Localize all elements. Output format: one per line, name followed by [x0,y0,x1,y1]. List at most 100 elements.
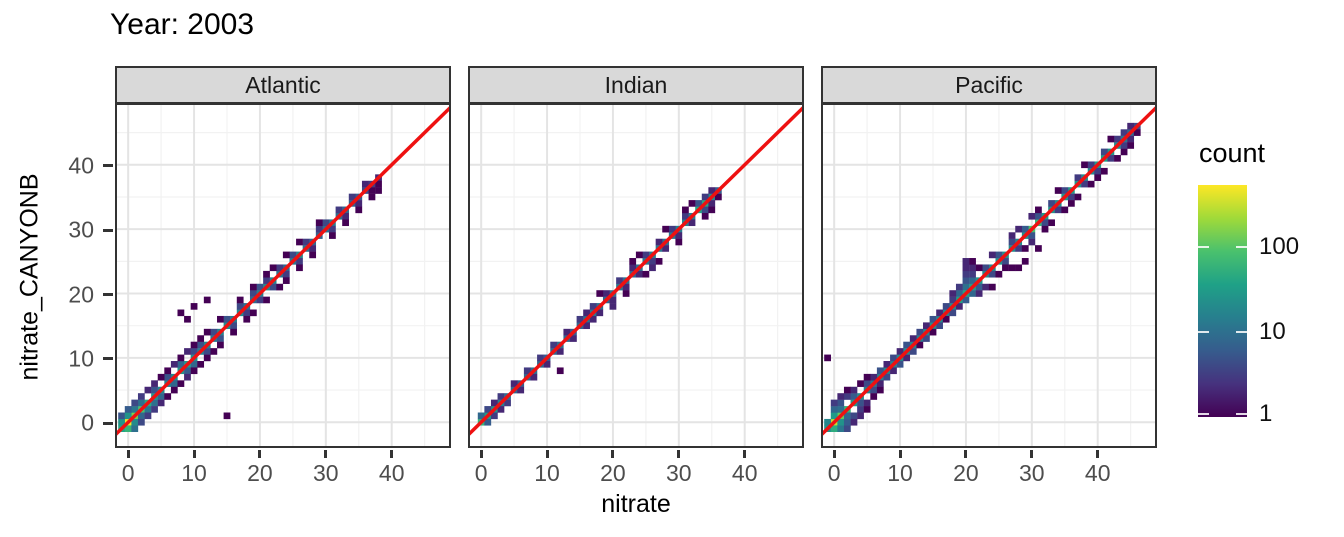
bin2d-cell [675,232,683,239]
legend-title: count [1199,138,1266,168]
bin2d-cell [824,418,831,426]
bin2d-cell [837,418,845,426]
bin2d-cell [184,367,191,375]
bin2d-cell [988,270,996,278]
bin2d-cell [1048,219,1055,227]
bin2d-cell [177,380,185,387]
bin2d-cell [896,348,904,355]
bin2d-cell [276,283,284,291]
bin2d-cell [1087,161,1095,169]
legend-tick-label: 1 [1259,400,1273,427]
bin2d-cell [1094,174,1102,181]
bin2d-cell [883,361,891,368]
x-tick-label: 30 [313,460,339,486]
bin2d-cell [570,335,577,342]
bin2d-cell [1048,200,1055,207]
bin2d-cell [1067,193,1075,201]
legend-colorbar [1198,185,1247,417]
x-tick-mark [192,450,196,458]
bin2d-cell [355,206,363,214]
bin2d-cell [622,283,630,291]
bin2d-cell [837,399,845,407]
legend-tick-mark [1198,413,1209,415]
bin2d-cell [157,399,165,407]
bin2d-cell [236,296,244,304]
bin2d-cell [517,386,525,394]
bin2d-cell [124,406,132,413]
panel-indian [468,103,804,448]
bin2d-cell [1002,264,1009,272]
x-tick-label: 40 [378,460,405,486]
bin2d-cell [649,258,656,265]
bin2d-cell [863,380,871,387]
bin2d-cell [850,412,858,420]
bin2d-cell [863,399,871,407]
legend-tick-mark [1198,246,1209,249]
x-tick-label: 20 [247,460,273,486]
bin2d-cell [151,406,158,413]
bin2d-cell [1021,245,1029,252]
bin2d-cell [157,393,165,400]
bin2d-cell [118,418,125,426]
bin2d-cell [962,296,970,304]
y-tick-label: 30 [68,216,94,243]
bin2d-cell [530,373,538,381]
bin2d-cell [949,290,957,297]
bin2d-cell [131,425,139,433]
bin2d-cell [170,380,178,387]
bin2d-cell [329,232,336,239]
legend-tick-label: 10 [1259,318,1286,346]
bin2d-cell [282,277,290,284]
bin2d-cell [609,303,617,310]
bin2d-cell [988,283,996,291]
bin2d-cell [870,393,878,400]
bin2d-cell [942,303,950,310]
bin2d-cell [1087,180,1095,188]
bin2d-cell [537,354,544,362]
bin2d-cell [609,296,617,304]
bin2d-cell [962,277,970,284]
facets-row: Atlantic 0 10 20 30 40 Indian 0 10 20 30 40 Paci… [115,66,1157,486]
legend-tick-mark [1236,246,1247,249]
bin2d-cell [969,277,976,284]
bin2d-cell [342,212,349,220]
bin2d-cell [1021,258,1029,265]
bin2d-cell [949,309,957,317]
bin2d-cell [497,393,505,400]
bin2d-cell [655,258,663,265]
bin2d-cell [1015,245,1023,252]
bin2d-cell [1035,212,1042,220]
bin2d-cell [190,361,198,368]
bin2d-cell [124,412,132,420]
bin2d-cell [302,238,310,246]
x-tick-mark [1030,450,1034,458]
bin2d-cell [256,296,264,304]
bin2d-cell [1133,129,1141,136]
bin2d-cell [962,258,970,265]
bin2d-cell [144,406,152,413]
bin2d-cell [190,367,198,375]
x-tick-label: 10 [534,460,560,486]
bin2d-cell [1127,142,1135,149]
bin2d-cell [850,418,858,426]
legend-tick-mark [1236,331,1247,334]
bin2d-cell [708,187,716,194]
y-tick-label: 40 [68,152,94,179]
bin2d-cell [655,238,663,246]
bin2d-cell [576,315,584,323]
bin2d-cell [184,373,191,381]
bin2d-cell [243,315,251,323]
bin2d-cell [144,386,152,394]
bin2d-cell [896,361,904,368]
bin2d-cell [583,322,590,330]
x-tick-mark [545,450,549,458]
bin2d-cell [616,277,623,284]
bin2d-cell [969,270,976,278]
bin2d-cell [662,245,670,252]
bin2d-cell [837,406,845,413]
legend-count: count [1197,138,1344,185]
bin2d-cell [975,264,983,272]
x-tick-mark [324,450,328,458]
x-tick-label: 10 [887,460,913,486]
